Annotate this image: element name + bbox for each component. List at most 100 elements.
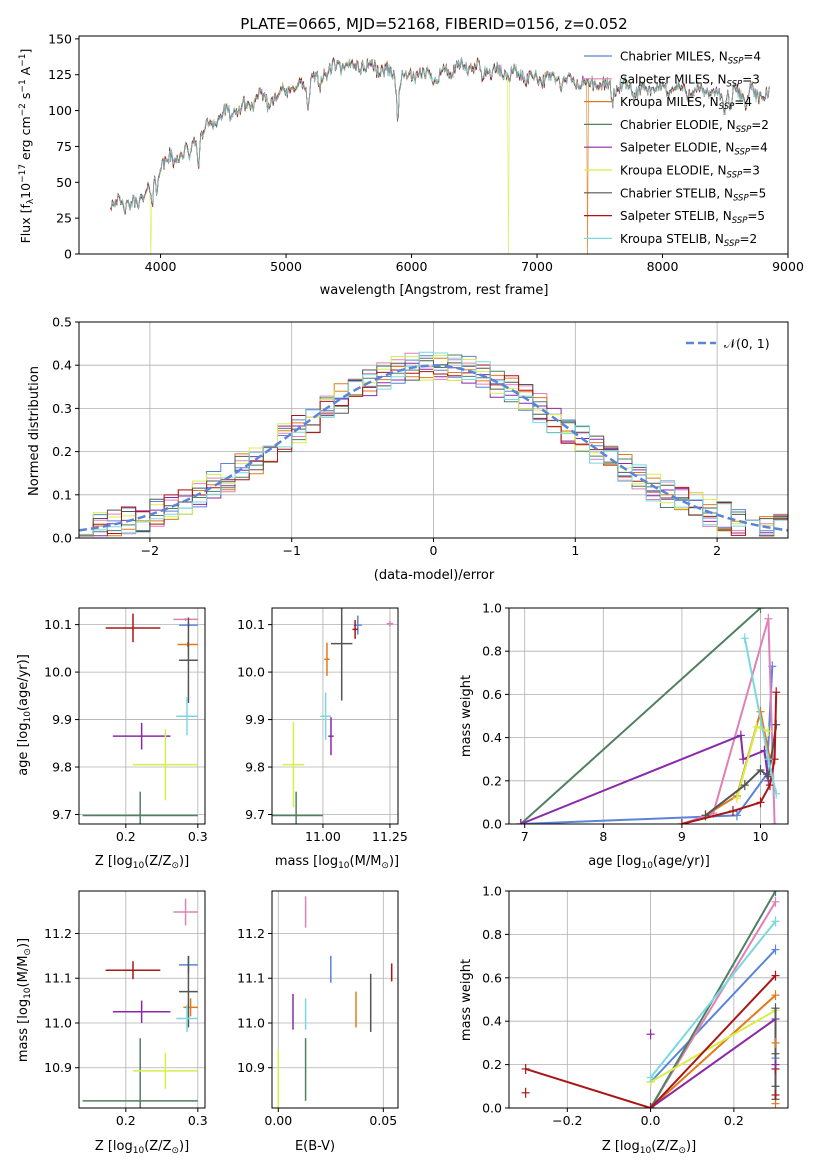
spectrum-xlabel: wavelength [Angstrom, rest frame]	[320, 283, 549, 298]
y-tick-label: 10.9	[44, 1060, 72, 1075]
weight-line	[525, 974, 777, 1108]
legend-label: Kroupa ELODIE, NSSP=3	[620, 164, 760, 181]
x-tick-label: −1	[282, 543, 300, 558]
legend-label: Kroupa STELIB, NSSP=2	[620, 232, 757, 249]
wage-xlabel: age [log10(age/yr)]	[588, 854, 710, 871]
mass-vs-ebv-panel: E(B-V) 0.00 0.05 10.9 11.0 11.1 11.2	[237, 890, 399, 1154]
legend-label: 𝒩(0, 1)	[724, 336, 770, 351]
weight-line	[681, 692, 778, 824]
y-tick-label: 1.0	[482, 601, 502, 616]
spectrum-panel: PLATE=0665, MJD=52168, FIBERID=0156, z=0…	[18, 15, 804, 298]
y-tick-label: 0.1	[52, 487, 72, 502]
x-tick-label: 0.2	[116, 829, 136, 844]
x-tick-label: 2	[713, 543, 721, 558]
x-tick-label: 0	[430, 543, 438, 558]
residuals-panel: (data-model)/error Normed distribution −…	[27, 315, 789, 583]
x-tick-label: 4000	[145, 259, 177, 274]
spectrum-frame	[78, 35, 789, 255]
histogram-series	[79, 351, 788, 536]
residuals-frame	[78, 321, 789, 539]
y-tick-label: 9.8	[52, 760, 72, 775]
masse-xlabel: E(B-V)	[295, 1139, 335, 1154]
legend-label: Chabrier STELIB, NSSP=5	[620, 186, 766, 203]
weight-line	[649, 948, 777, 1083]
age-vs-mass-panel: mass [log10(M/M⊙)] 11.00 11.25 9.7 9.8 9.9 10…	[237, 607, 408, 871]
y-tick-label: 10.1	[44, 617, 72, 632]
g-massz-frame	[78, 890, 206, 1109]
spectrum-line	[110, 57, 770, 214]
g-agez-frame	[78, 607, 206, 825]
y-tick-label: 0.4	[482, 1014, 502, 1029]
agez-xlabel: Z [log10(Z/Z⊙)]	[95, 854, 189, 871]
y-tick-label: 10.0	[237, 665, 265, 680]
x-tick-label: 0.0	[641, 1113, 661, 1128]
y-tick-label: 0.3	[52, 401, 72, 416]
y-tick-label: 11.1	[237, 971, 265, 986]
weight-line	[520, 666, 774, 824]
x-tick-label: −2	[141, 543, 159, 558]
x-tick-label: 0.2	[116, 1113, 136, 1128]
spectrum-line	[110, 57, 770, 254]
residuals-ylabel: Normed distribution	[27, 366, 42, 496]
y-tick-label: 11.0	[44, 1015, 72, 1030]
y-tick-label: 11.1	[44, 971, 72, 986]
x-tick-label: −0.2	[552, 1113, 582, 1128]
y-tick-label: 10.0	[44, 665, 72, 680]
x-tick-label: 7000	[521, 259, 553, 274]
y-tick-label: 0	[64, 247, 72, 262]
y-tick-label: 150	[48, 31, 72, 46]
x-tick-label: 0.2	[724, 1113, 744, 1128]
y-tick-label: 11.2	[44, 926, 72, 941]
weight-line	[649, 920, 777, 1079]
x-tick-label: 5000	[270, 259, 302, 274]
x-tick-label: 0.00	[264, 1113, 292, 1128]
spectrum-title: PLATE=0665, MJD=52168, FIBERID=0156, z=0…	[240, 15, 627, 33]
x-tick-label: 11.00	[305, 829, 341, 844]
mass-vs-metallicity-panel: Z [log10(Z/Z⊙)] mass [log10(M/M⊙)] 0.2 0.…	[16, 890, 208, 1156]
y-tick-label: 0.8	[482, 927, 502, 942]
normal-curve	[79, 364, 788, 532]
x-tick-label: 0.3	[188, 1113, 208, 1128]
y-tick-label: 0.8	[482, 644, 502, 659]
x-tick-label: 8000	[647, 259, 679, 274]
y-tick-label: 0.2	[52, 444, 72, 459]
y-tick-label: 0.0	[482, 1101, 502, 1116]
y-tick-label: 0.0	[52, 531, 72, 546]
y-tick-label: 100	[48, 103, 72, 118]
y-tick-label: 0.4	[52, 358, 72, 373]
weight-vs-age-panel: age [log10(age/yr)] mass weight 7 8 9 10 0.0…	[459, 601, 789, 871]
wz-xlabel: Z [log10(Z/Z⊙)]	[602, 1139, 696, 1156]
legend-label: Chabrier MILES, NSSP=4	[620, 50, 761, 67]
spectrum-line	[110, 57, 770, 254]
y-tick-label: 9.7	[245, 807, 265, 822]
y-tick-label: 10.1	[237, 617, 265, 632]
y-tick-label: 125	[48, 67, 72, 82]
x-tick-label: 1	[571, 543, 579, 558]
x-tick-label: 9	[678, 829, 686, 844]
histogram-series	[79, 355, 788, 536]
x-tick-label: 8	[599, 829, 607, 844]
agez-ylabel: age [log10(age/yr)]	[16, 654, 33, 776]
agem-xlabel: mass [log10(M/M⊙)]	[275, 854, 399, 871]
weight-line	[650, 1018, 777, 1108]
g-wz-frame	[508, 890, 789, 1109]
legend-label: Salpeter MILES, NSSP=3	[620, 72, 760, 89]
y-tick-label: 0.2	[482, 773, 502, 788]
massz-ylabel: mass [log10(M/M⊙)]	[16, 938, 33, 1062]
x-tick-label: 6000	[396, 259, 428, 274]
y-tick-label: 9.9	[52, 712, 72, 727]
g-agem-frame	[271, 607, 399, 825]
y-tick-label: 0.6	[482, 687, 502, 702]
y-tick-label: 0.6	[482, 970, 502, 985]
age-vs-metallicity-panel: Z [log10(Z/Z⊙)] age [log10(age/yr)] 0.2 0…	[16, 607, 208, 871]
y-tick-label: 9.9	[245, 712, 265, 727]
y-tick-label: 50	[56, 175, 72, 190]
wage-ylabel: mass weight	[459, 675, 474, 757]
y-tick-label: 11.2	[237, 926, 265, 941]
massz-xlabel: Z [log10(Z/Z⊙)]	[95, 1139, 189, 1156]
spectrum-ylabel: Flux [fλ10−17 erg cm−2 s−1 A−1]	[18, 49, 36, 244]
x-tick-label: 0.05	[369, 1113, 397, 1128]
weight-line	[520, 608, 762, 824]
legend-label: Salpeter ELODIE, NSSP=4	[620, 141, 768, 158]
